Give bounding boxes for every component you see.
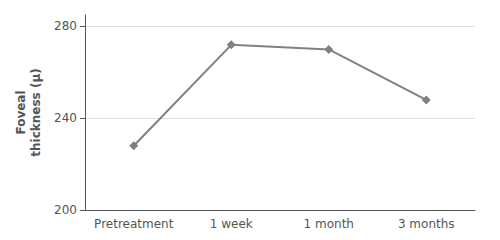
- svg-text:280: 280: [54, 19, 77, 33]
- svg-text:thickness (µ): thickness (µ): [29, 68, 43, 156]
- svg-text:1 week: 1 week: [210, 217, 253, 231]
- svg-text:Foveal: Foveal: [14, 90, 28, 134]
- svg-text:Pretreatment: Pretreatment: [94, 217, 174, 231]
- svg-text:240: 240: [54, 111, 77, 125]
- svg-text:3 months: 3 months: [398, 217, 455, 231]
- svg-text:200: 200: [54, 203, 77, 217]
- svg-text:1 month: 1 month: [304, 217, 354, 231]
